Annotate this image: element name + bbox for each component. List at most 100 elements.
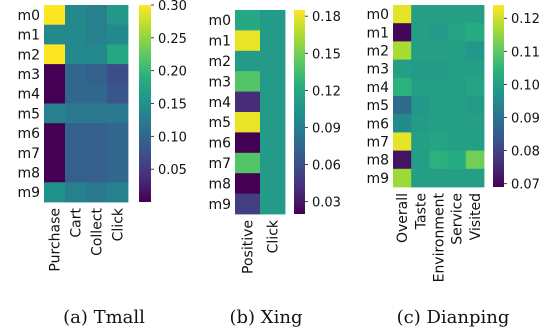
heatmap-cell-m3-visited bbox=[466, 60, 485, 79]
heatmap-cell-m9-visited bbox=[466, 169, 485, 188]
colorbar-tick-label: 0.12 bbox=[312, 84, 341, 99]
colorbar-tick-label: 0.25 bbox=[158, 32, 187, 47]
heatmap-cell-m2-positive bbox=[235, 51, 260, 72]
colorbar-tick-label: 0.10 bbox=[511, 78, 540, 93]
heatmap-cell-m6-positive bbox=[235, 132, 260, 153]
heatmap-cell-m8-click bbox=[107, 163, 128, 183]
heatmap-cell-m7-overall bbox=[393, 132, 412, 151]
row-label-m3: m3 bbox=[208, 74, 231, 90]
heatmap-cell-m7-click bbox=[260, 153, 285, 174]
heatmap-cell-m4-positive bbox=[235, 92, 260, 113]
heatmap-cell-m3-environment bbox=[429, 60, 448, 79]
heatmap-cell-m3-positive bbox=[235, 71, 260, 92]
row-label-m7: m7 bbox=[366, 135, 389, 151]
heatmap-cell-m9-cart bbox=[65, 182, 86, 202]
heatmap-cell-m5-environment bbox=[429, 96, 448, 115]
heatmap-cell-m2-collect bbox=[86, 44, 107, 64]
heatmap-cell-m7-click bbox=[107, 143, 128, 163]
heatmap-cell-m5-taste bbox=[411, 96, 430, 115]
colorbar-tick-label: 0.11 bbox=[511, 45, 540, 60]
row-label-m8: m8 bbox=[17, 165, 40, 181]
heatmap-cell-m4-click bbox=[260, 92, 285, 113]
row-label-m0: m0 bbox=[208, 13, 231, 29]
column-label-visited: Visited bbox=[468, 193, 484, 240]
column-label-click: Click bbox=[266, 219, 282, 253]
heatmap-cell-m0-click bbox=[260, 10, 285, 31]
row-label-m5: m5 bbox=[208, 115, 231, 131]
colorbar-tick-label: 0.30 bbox=[158, 0, 187, 14]
heatmap-cell-m5-click bbox=[107, 104, 128, 124]
column-label-service: Service bbox=[450, 193, 466, 245]
heatmap-cell-m9-environment bbox=[429, 169, 448, 188]
heatmap-cell-m2-overall bbox=[393, 41, 412, 60]
colorbar-tick-label: 0.05 bbox=[158, 163, 187, 178]
heatmap-cell-m5-positive bbox=[235, 112, 260, 133]
heatmap-cell-m8-purchase bbox=[44, 163, 65, 183]
colorbar-tick-label: 0.12 bbox=[511, 12, 540, 27]
heatmap-cell-m7-positive bbox=[235, 153, 260, 174]
heatmap-cell-m3-service bbox=[448, 60, 467, 79]
heatmap-cell-m6-cart bbox=[65, 123, 86, 143]
heatmap-cell-m9-collect bbox=[86, 182, 107, 202]
heatmap-cell-m1-click bbox=[107, 25, 128, 45]
heatmap-cell-m5-collect bbox=[86, 104, 107, 124]
column-label-overall: Overall bbox=[395, 193, 411, 243]
row-label-m1: m1 bbox=[208, 34, 231, 50]
heatmap-cell-m7-visited bbox=[466, 132, 485, 151]
heatmap-cell-m0-environment bbox=[429, 5, 448, 24]
heatmap-cell-m9-service bbox=[448, 169, 467, 188]
row-label-m6: m6 bbox=[17, 126, 40, 142]
heatmap-cell-m1-cart bbox=[65, 25, 86, 45]
heatmap-cell-m7-collect bbox=[86, 143, 107, 163]
colorbar-tick-label: 0.09 bbox=[511, 112, 540, 127]
heatmap-cell-m1-overall bbox=[393, 23, 412, 42]
heatmap-cell-m4-taste bbox=[411, 78, 430, 97]
heatmap-cell-m5-visited bbox=[466, 96, 485, 115]
row-label-m4: m4 bbox=[17, 87, 40, 103]
heatmap-cell-m0-taste bbox=[411, 5, 430, 24]
heatmap-cell-m2-visited bbox=[466, 41, 485, 60]
row-label-m7: m7 bbox=[17, 146, 40, 162]
row-label-m0: m0 bbox=[366, 7, 389, 23]
heatmap-cell-m1-visited bbox=[466, 23, 485, 42]
heatmap-cell-m9-positive bbox=[235, 194, 260, 215]
column-label-taste: Taste bbox=[413, 193, 429, 230]
heatmap-cell-m8-collect bbox=[86, 163, 107, 183]
heatmap-cell-m6-overall bbox=[393, 114, 412, 133]
row-label-m4: m4 bbox=[208, 95, 231, 111]
heatmap-cell-m2-click bbox=[260, 51, 285, 72]
caption-dianping: (c) Dianping bbox=[397, 307, 510, 328]
row-label-m2: m2 bbox=[17, 47, 40, 63]
heatmap-cell-m3-collect bbox=[86, 64, 107, 84]
heatmap-cell-m3-purchase bbox=[44, 64, 65, 84]
heatmap-cell-m2-service bbox=[448, 41, 467, 60]
heatmap-cell-m8-positive bbox=[235, 173, 260, 194]
caption-tmall: (a) Tmall bbox=[63, 307, 145, 328]
colorbar-tick-label: 0.09 bbox=[312, 121, 341, 136]
heatmap-cell-m0-visited bbox=[466, 5, 485, 24]
row-label-m9: m9 bbox=[208, 197, 231, 213]
heatmap-cell-m1-taste bbox=[411, 23, 430, 42]
heatmap-cell-m1-environment bbox=[429, 23, 448, 42]
colorbar-tick-label: 0.08 bbox=[511, 145, 540, 160]
column-label-collect: Collect bbox=[90, 207, 106, 255]
heatmap-cell-m8-overall bbox=[393, 151, 412, 170]
row-label-m4: m4 bbox=[366, 80, 389, 96]
column-label-purchase: Purchase bbox=[48, 208, 64, 272]
heatmap-cell-m1-positive bbox=[235, 30, 260, 51]
heatmap-cell-m9-click bbox=[107, 182, 128, 202]
heatmap-cell-m2-purchase bbox=[44, 44, 65, 64]
heatmap-cell-m8-click bbox=[260, 173, 285, 194]
heatmap-cell-m6-taste bbox=[411, 114, 430, 133]
caption-xing: (b) Xing bbox=[230, 307, 303, 328]
heatmap-panel-tmall: m0 m1 m2 m3 m4 m5 m6 m7 m8 m9 Purchase Cart Collect C… bbox=[17, 0, 187, 272]
row-label-m1: m1 bbox=[366, 25, 389, 41]
heatmap-panel-dianping: m0 m1 m2 m3 m4 m5 m6 m7 m8 m9 Overall Taste Environm… bbox=[366, 5, 540, 282]
heatmap-cell-m0-service bbox=[448, 5, 467, 24]
heatmap-cell-m4-service bbox=[448, 78, 467, 97]
heatmap-cell-m0-click bbox=[107, 5, 128, 25]
heatmap-cell-m8-visited bbox=[466, 151, 485, 170]
heatmap-cell-m2-taste bbox=[411, 41, 430, 60]
heatmap-cell-m1-service bbox=[448, 23, 467, 42]
colorbar bbox=[139, 5, 151, 202]
